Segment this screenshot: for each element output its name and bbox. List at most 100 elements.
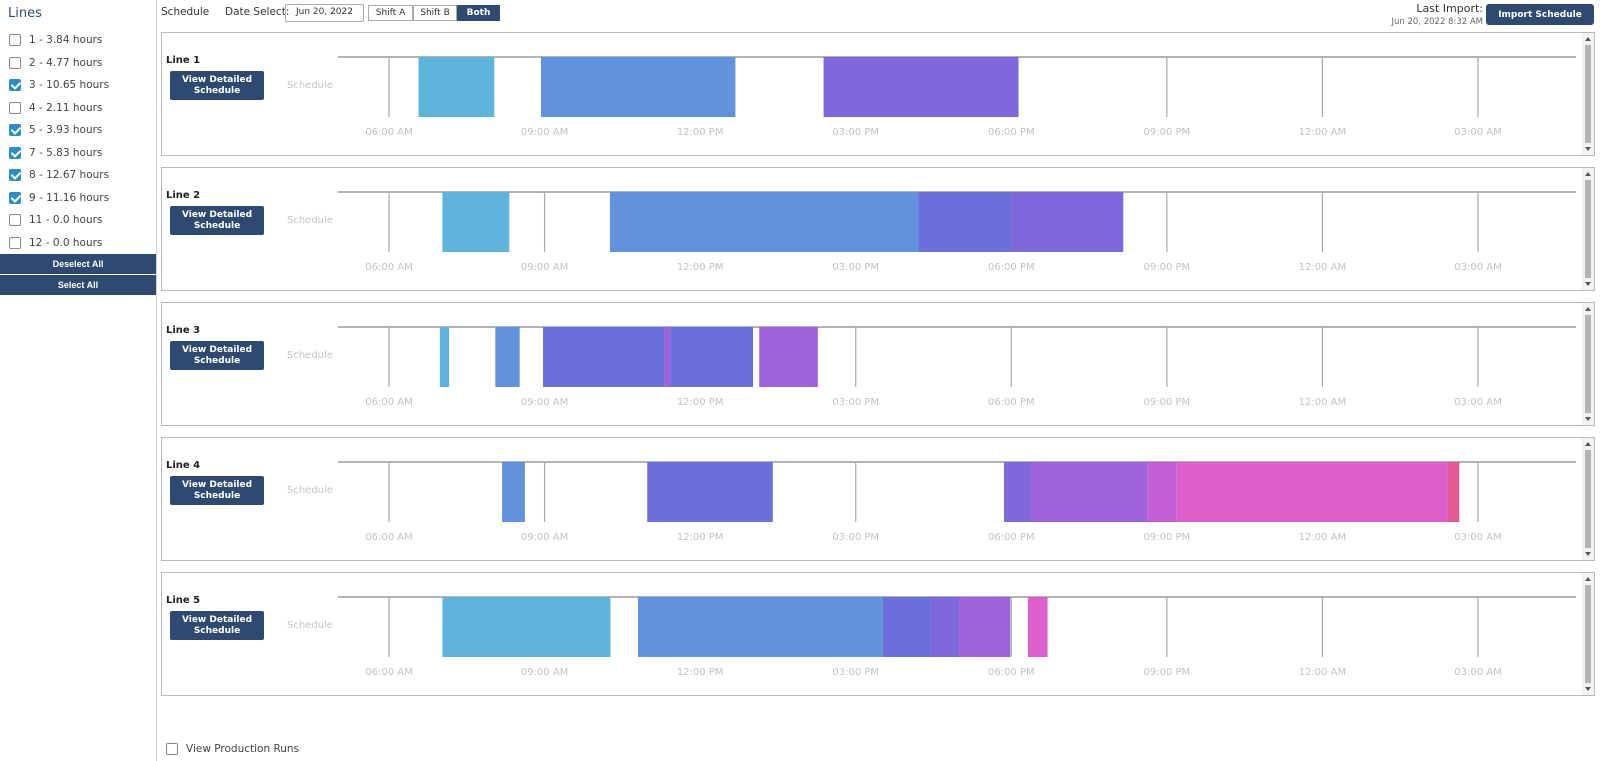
schedule-block[interactable]	[882, 597, 931, 657]
schedule-block[interactable]	[495, 327, 520, 387]
gantt-panel: Line 2 View Detailed Schedule Schedule 06:0…	[161, 167, 1595, 291]
panel-scrollbar[interactable]	[1582, 438, 1594, 560]
line-checkbox[interactable]	[9, 214, 21, 226]
line-filter-item[interactable]: 9 - 11.16 hours	[9, 189, 109, 207]
production-runs-label: View Production Runs	[186, 743, 300, 755]
line-filter-item[interactable]: 3 - 10.65 hours	[9, 76, 109, 94]
scroll-thumb[interactable]	[1585, 180, 1591, 278]
schedule-block[interactable]	[664, 327, 671, 387]
line-filter-label: 4 - 2.11 hours	[29, 101, 103, 114]
line-checkbox[interactable]	[9, 236, 21, 249]
line-filter-item[interactable]: 2 - 4.77 hours	[9, 54, 102, 72]
view-detailed-schedule-button[interactable]: View Detailed Schedule	[170, 206, 264, 235]
both-shifts-button[interactable]: Both	[457, 5, 500, 21]
schedule-block[interactable]	[1176, 462, 1448, 522]
panel-scrollbar[interactable]	[1582, 168, 1594, 290]
schedule-block[interactable]	[502, 462, 525, 522]
scroll-thumb[interactable]	[1585, 585, 1591, 683]
gantt-chart: 06:00 AM 09:00 AM 12:00 PM 03:00 PM 06:00 PM…	[338, 326, 1576, 408]
schedule-block[interactable]	[959, 597, 1011, 657]
schedule-block[interactable]	[823, 57, 1019, 117]
schedule-block[interactable]	[1027, 597, 1048, 657]
line-filter-label: 12 - 0.0 hours	[29, 236, 103, 249]
schedule-block[interactable]	[540, 57, 736, 117]
line-filter-item[interactable]: 8 - 12.67 hours	[9, 166, 109, 184]
scroll-up-icon[interactable]	[1585, 577, 1591, 581]
date-select-label: Date Select:	[225, 6, 290, 18]
time-tick-label: 12:00 AM	[1299, 532, 1346, 543]
line-checkbox[interactable]	[9, 79, 21, 91]
schedule-block[interactable]	[439, 327, 450, 387]
schedule-block[interactable]	[647, 462, 773, 522]
line-filter-item[interactable]: 1 - 3.84 hours	[9, 31, 102, 49]
scroll-thumb[interactable]	[1585, 45, 1591, 143]
time-tick-label: 03:00 PM	[832, 127, 879, 138]
schedule-block[interactable]	[543, 327, 665, 387]
line-filter-label: 3 - 10.65 hours	[29, 79, 110, 91]
scroll-up-icon[interactable]	[1585, 37, 1591, 41]
select-all-button[interactable]: Select All	[0, 275, 156, 295]
schedule-block[interactable]	[1447, 462, 1460, 522]
time-tick-label: 09:00 PM	[1144, 127, 1191, 138]
scroll-down-icon[interactable]	[1585, 147, 1591, 151]
panel-scrollbar[interactable]	[1582, 303, 1594, 425]
line-checkbox[interactable]	[9, 34, 21, 46]
line-checkbox[interactable]	[9, 191, 21, 204]
panel-line-name: Line 1	[166, 55, 201, 66]
schedule-block[interactable]	[759, 327, 818, 387]
production-runs-checkbox[interactable]	[166, 743, 178, 755]
schedule-row-label: Schedule	[287, 350, 333, 361]
scroll-up-icon[interactable]	[1585, 307, 1591, 311]
time-tick-label: 03:00 PM	[832, 397, 879, 408]
panel-scrollbar[interactable]	[1582, 573, 1594, 695]
schedule-block[interactable]	[609, 192, 919, 252]
schedule-block[interactable]	[1030, 462, 1148, 522]
scroll-up-icon[interactable]	[1585, 442, 1591, 446]
deselect-all-button[interactable]: Deselect All	[0, 254, 156, 274]
time-tick-label: 03:00 PM	[832, 667, 879, 678]
schedule-block[interactable]	[918, 192, 1012, 252]
scroll-down-icon[interactable]	[1585, 282, 1591, 286]
schedule-block[interactable]	[930, 597, 960, 657]
line-filter-item[interactable]: 11 - 0.0 hours	[9, 211, 102, 229]
scroll-down-icon[interactable]	[1585, 687, 1591, 691]
line-checkbox[interactable]	[9, 56, 21, 69]
scroll-thumb[interactable]	[1585, 450, 1591, 548]
shift-a-button[interactable]: Shift A	[368, 5, 413, 21]
time-tick-label: 06:00 PM	[988, 262, 1035, 273]
schedule-row-label: Schedule	[287, 620, 333, 631]
line-filter-item[interactable]: 12 - 0.0 hours	[9, 234, 102, 252]
time-tick-label: 12:00 AM	[1299, 667, 1346, 678]
import-schedule-button[interactable]: Import Schedule	[1486, 4, 1594, 25]
view-detailed-schedule-button[interactable]: View Detailed Schedule	[170, 71, 264, 100]
scroll-down-icon[interactable]	[1585, 552, 1591, 556]
line-checkbox[interactable]	[9, 101, 21, 114]
schedule-block[interactable]	[418, 57, 495, 117]
time-tick-label: 12:00 AM	[1299, 262, 1346, 273]
line-filter-item[interactable]: 4 - 2.11 hours	[9, 99, 102, 117]
time-tick-label: 09:00 PM	[1144, 667, 1191, 678]
time-tick-label: 09:00 PM	[1144, 262, 1191, 273]
line-filter-item[interactable]: 7 - 5.83 hours	[9, 144, 102, 162]
panel-scrollbar[interactable]	[1582, 33, 1594, 155]
line-filter-item[interactable]: 5 - 3.93 hours	[9, 121, 102, 139]
scroll-thumb[interactable]	[1585, 315, 1591, 413]
schedule-block[interactable]	[442, 192, 510, 252]
view-detailed-schedule-button[interactable]: View Detailed Schedule	[170, 476, 264, 505]
schedule-block[interactable]	[1004, 462, 1031, 522]
view-detailed-schedule-button[interactable]: View Detailed Schedule	[170, 611, 264, 640]
scroll-up-icon[interactable]	[1585, 172, 1591, 176]
schedule-block[interactable]	[442, 597, 611, 657]
schedule-block[interactable]	[1011, 192, 1124, 252]
schedule-block[interactable]	[1147, 462, 1177, 522]
line-checkbox[interactable]	[9, 146, 21, 159]
shift-b-button[interactable]: Shift B	[413, 5, 457, 21]
view-detailed-schedule-button[interactable]: View Detailed Schedule	[170, 341, 264, 370]
production-runs-toggle[interactable]: View Production Runs	[166, 743, 299, 755]
schedule-block[interactable]	[670, 327, 754, 387]
date-input[interactable]: Jun 20, 2022	[285, 4, 364, 22]
schedule-block[interactable]	[637, 597, 883, 657]
line-checkbox[interactable]	[9, 124, 21, 136]
scroll-down-icon[interactable]	[1585, 417, 1591, 421]
line-checkbox[interactable]	[9, 169, 21, 181]
